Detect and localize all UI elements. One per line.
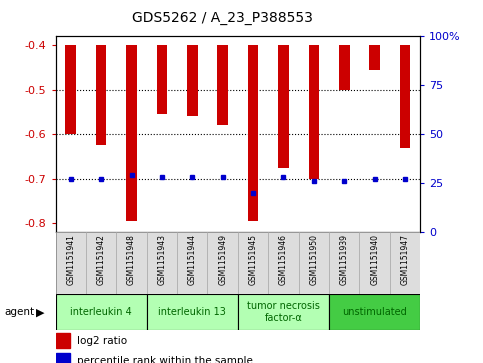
Text: GSM1151944: GSM1151944 xyxy=(188,234,197,285)
Bar xyxy=(309,45,319,179)
Bar xyxy=(329,232,359,294)
Bar xyxy=(65,45,76,134)
Text: log2 ratio: log2 ratio xyxy=(77,336,128,346)
Text: GDS5262 / A_23_P388553: GDS5262 / A_23_P388553 xyxy=(132,11,313,25)
Text: unstimulated: unstimulated xyxy=(342,307,407,317)
Text: interleukin 13: interleukin 13 xyxy=(158,307,226,317)
Bar xyxy=(56,353,70,363)
Bar xyxy=(156,45,167,114)
Bar xyxy=(177,232,208,294)
Bar xyxy=(147,294,238,330)
Bar xyxy=(369,45,380,70)
Bar xyxy=(56,232,86,294)
Bar xyxy=(187,45,198,117)
Bar xyxy=(126,45,137,221)
Bar xyxy=(238,294,329,330)
Bar xyxy=(208,232,238,294)
Text: interleukin 4: interleukin 4 xyxy=(70,307,132,317)
Bar xyxy=(238,232,268,294)
Text: GSM1151947: GSM1151947 xyxy=(400,234,410,285)
Bar xyxy=(56,294,147,330)
Text: tumor necrosis
factor-α: tumor necrosis factor-α xyxy=(247,301,320,323)
Text: GSM1151948: GSM1151948 xyxy=(127,234,136,285)
Text: GSM1151941: GSM1151941 xyxy=(66,234,75,285)
Bar xyxy=(298,232,329,294)
Text: GSM1151946: GSM1151946 xyxy=(279,234,288,285)
Bar xyxy=(268,232,298,294)
Bar xyxy=(147,232,177,294)
Text: GSM1151945: GSM1151945 xyxy=(249,234,257,285)
Text: percentile rank within the sample: percentile rank within the sample xyxy=(77,356,253,363)
Text: GSM1151950: GSM1151950 xyxy=(309,234,318,285)
Bar xyxy=(116,232,147,294)
Bar xyxy=(339,45,350,90)
Text: ▶: ▶ xyxy=(36,307,45,317)
Bar xyxy=(56,333,70,348)
Text: GSM1151943: GSM1151943 xyxy=(157,234,167,285)
Text: GSM1151949: GSM1151949 xyxy=(218,234,227,285)
Bar xyxy=(400,45,411,148)
Text: GSM1151942: GSM1151942 xyxy=(97,234,106,285)
Bar xyxy=(390,232,420,294)
Bar xyxy=(278,45,289,168)
Bar xyxy=(329,294,420,330)
Bar xyxy=(217,45,228,125)
Text: GSM1151940: GSM1151940 xyxy=(370,234,379,285)
Text: GSM1151939: GSM1151939 xyxy=(340,234,349,285)
Bar xyxy=(248,45,258,221)
Text: agent: agent xyxy=(5,307,35,317)
Bar xyxy=(86,232,116,294)
Bar xyxy=(96,45,106,146)
Bar xyxy=(359,232,390,294)
